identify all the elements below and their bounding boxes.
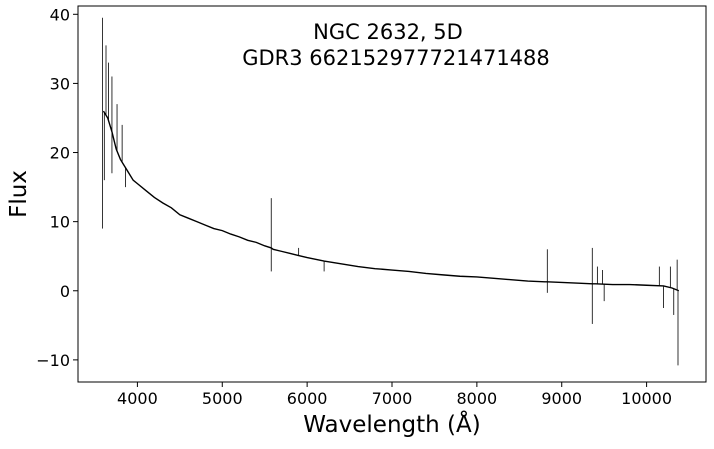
x-tick-label-5: 9000 [541, 389, 582, 408]
y-axis-label: Flux [6, 170, 32, 218]
y-tick-label-0: −10 [36, 351, 70, 370]
y-tick-label-1: 0 [60, 282, 70, 301]
plot-marks [102, 17, 680, 366]
y-tick-label-5: 40 [50, 5, 70, 24]
y-tick-label-3: 20 [50, 144, 70, 163]
y-tick-label-2: 10 [50, 213, 70, 232]
x-tick-label-2: 6000 [287, 389, 328, 408]
x-tick-label-4: 8000 [457, 389, 498, 408]
x-tick-label-6: 10000 [621, 389, 672, 408]
chart-title-line-2: GDR3 662152977721471488 [242, 46, 550, 70]
x-tick-label-1: 5000 [202, 389, 243, 408]
chart-title-line-1: NGC 2632, 5D [313, 20, 463, 44]
spectrum-series-line-0 [102, 110, 680, 292]
axis-ticks: 4000 5000 6000 7000 8000 9000 10000 −10 0 10 20 30 4… [36, 5, 672, 408]
y-tick-label-4: 30 [50, 74, 70, 93]
x-tick-label-3: 7000 [372, 389, 413, 408]
x-tick-label-0: 4000 [117, 389, 158, 408]
x-axis-label: Wavelength (Å) [303, 410, 480, 438]
